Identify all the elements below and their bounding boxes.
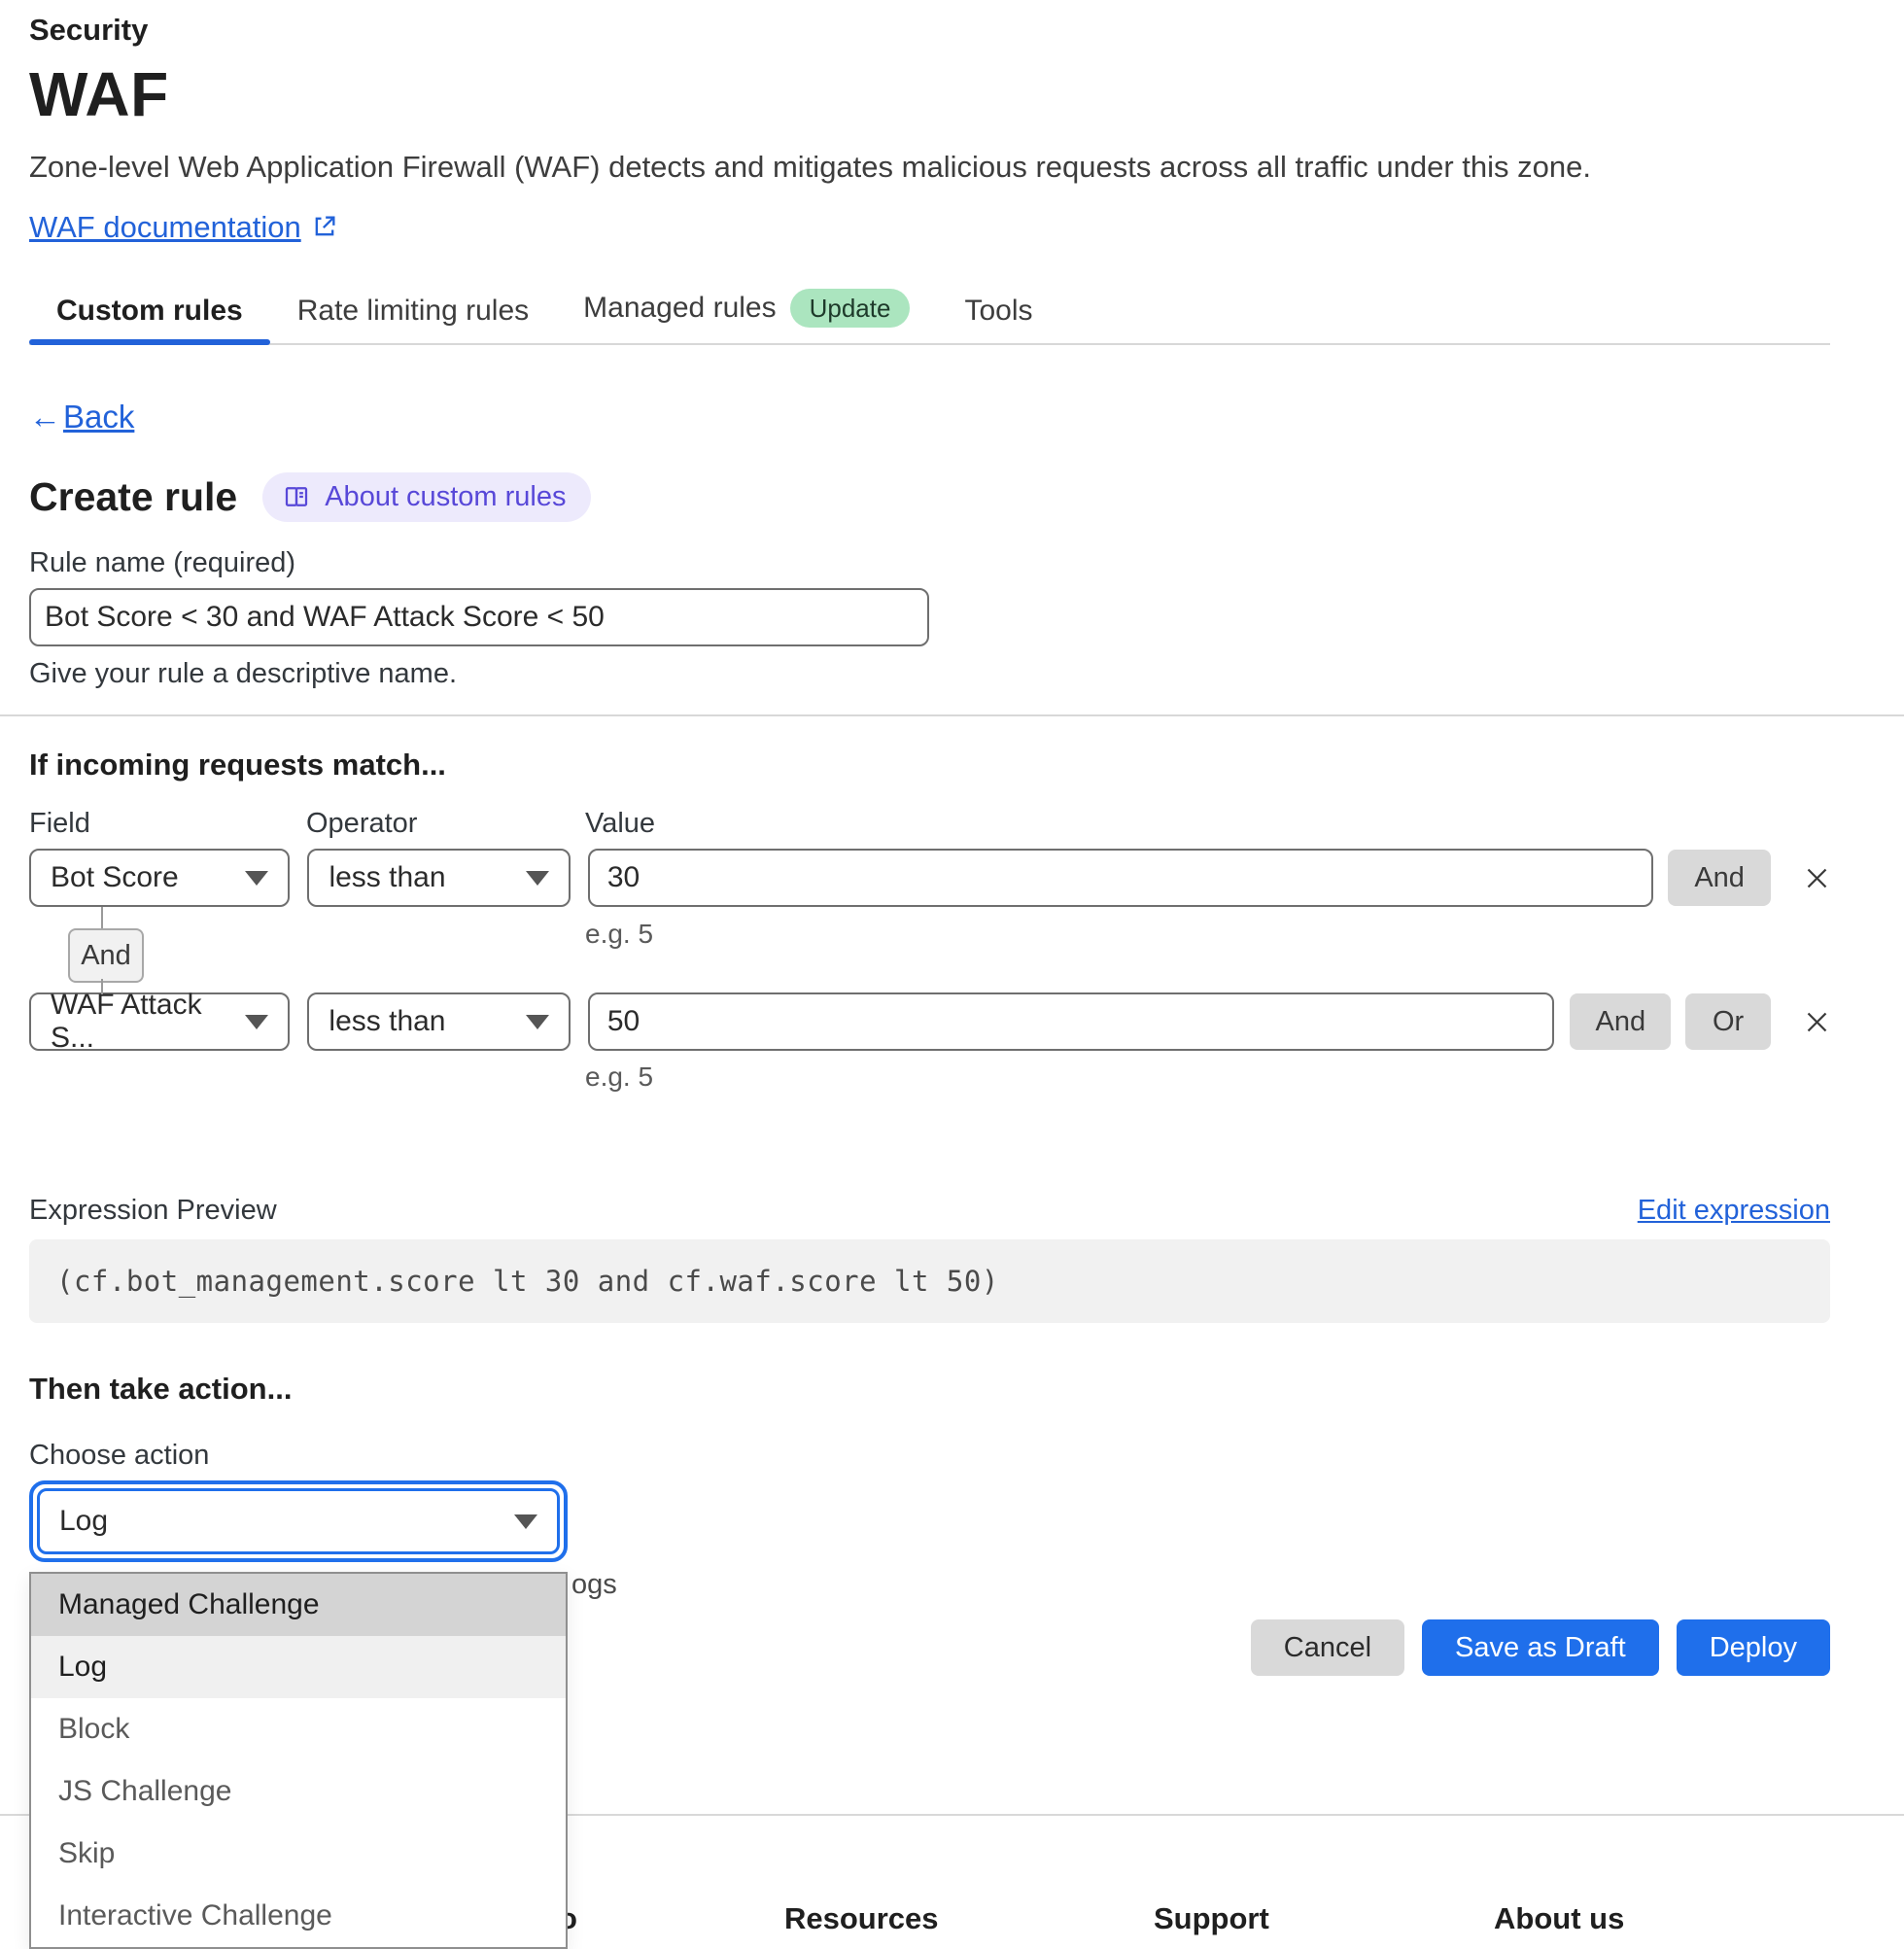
rule-name-input[interactable]: [29, 588, 929, 646]
action-options-listbox: Managed Challenge Log Block JS Challenge…: [29, 1572, 568, 1949]
form-actions: Cancel Save as Draft Deploy: [1250, 1619, 1830, 1676]
choose-action-select[interactable]: Log: [37, 1488, 560, 1554]
footer-heading-resources: Resources: [784, 1901, 939, 1935]
add-or-button-2[interactable]: Or: [1685, 993, 1771, 1050]
deploy-button[interactable]: Deploy: [1676, 1619, 1830, 1676]
back-link[interactable]: Back: [63, 399, 135, 435]
breadcrumb-security: Security: [29, 13, 149, 47]
tab-bar: Custom rules Rate limiting rules Managed…: [29, 283, 1830, 345]
connector-line-top: [101, 907, 103, 928]
rule-name-help: Give your rule a descriptive name.: [29, 658, 458, 689]
chevron-down-icon: [525, 1014, 549, 1029]
condition-row-2: WAF Attack S... less than And Or: [29, 989, 1830, 1054]
chevron-down-icon: [245, 870, 269, 886]
value-input-2[interactable]: [587, 992, 1555, 1051]
match-section-heading: If incoming requests match...: [29, 748, 446, 782]
tab-managed-rules[interactable]: Managed rules Update: [556, 283, 937, 343]
operator-column-label: Operator: [306, 808, 418, 839]
option-js-challenge[interactable]: JS Challenge: [58, 1775, 232, 1807]
page-description: Zone-level Web Application Firewall (WAF…: [29, 150, 1591, 184]
cancel-button[interactable]: Cancel: [1250, 1619, 1405, 1676]
tab-custom-rules[interactable]: Custom rules: [29, 289, 270, 345]
expression-preview-label: Expression Preview: [29, 1195, 277, 1226]
option-interactive-challenge[interactable]: Interactive Challenge: [58, 1899, 332, 1932]
rule-name-label: Rule name (required): [29, 547, 296, 578]
back-arrow-icon: ←: [29, 399, 61, 435]
chevron-down-icon: [514, 1514, 537, 1529]
option-skip[interactable]: Skip: [58, 1837, 116, 1869]
expression-code: (cf.bot_management.score lt 30 and cf.wa…: [56, 1265, 999, 1298]
value-hint-1: e.g. 5: [585, 919, 654, 949]
value-input-1[interactable]: [587, 849, 1654, 907]
about-custom-rules-badge[interactable]: About custom rules: [262, 471, 592, 522]
edit-expression-link[interactable]: Edit expression: [1637, 1195, 1830, 1226]
remove-condition-button-1[interactable]: [1804, 865, 1830, 891]
connector-line-bottom: [101, 979, 103, 994]
condition-row-1: Bot Score less than And: [29, 849, 1830, 907]
external-link-icon: [311, 213, 338, 256]
group-and-connector[interactable]: And: [68, 928, 144, 983]
footer-heading-support: Support: [1154, 1901, 1269, 1935]
add-and-button-2[interactable]: And: [1570, 993, 1672, 1050]
option-managed-challenge[interactable]: Managed Challenge: [31, 1574, 566, 1636]
add-and-button-1[interactable]: And: [1668, 850, 1771, 906]
option-log[interactable]: Log: [31, 1636, 566, 1698]
field-select-1[interactable]: Bot Score: [29, 849, 291, 907]
page-footer: o Resources Support About us: [0, 1814, 1904, 1942]
remove-condition-button-2[interactable]: [1804, 1009, 1830, 1035]
book-icon: [282, 482, 311, 511]
occluded-text-fragment: ogs: [571, 1569, 617, 1600]
value-hint-2: e.g. 5: [585, 1062, 654, 1092]
chevron-down-icon: [245, 1014, 269, 1029]
value-column-label: Value: [585, 808, 656, 839]
create-rule-heading: Create rule: [29, 474, 238, 519]
page-title: WAF: [29, 59, 169, 129]
update-badge: Update: [789, 289, 911, 328]
tab-rate-limiting-rules[interactable]: Rate limiting rules: [296, 295, 530, 327]
tab-tools[interactable]: Tools: [964, 295, 1033, 327]
action-select-focus-ring: Log: [29, 1480, 568, 1562]
waf-documentation-link[interactable]: WAF documentation: [29, 210, 301, 244]
option-block[interactable]: Block: [58, 1713, 130, 1745]
choose-action-label: Choose action: [29, 1440, 210, 1471]
field-select-2[interactable]: WAF Attack S...: [29, 989, 291, 1054]
section-divider: [0, 714, 1904, 716]
condition-connector-zone: And e.g. 5: [29, 907, 1830, 994]
footer-heading-about-us: About us: [1494, 1901, 1625, 1935]
operator-select-1[interactable]: less than: [307, 849, 571, 907]
field-column-label: Field: [29, 808, 90, 839]
chevron-down-icon: [525, 870, 549, 886]
operator-select-2[interactable]: less than: [307, 992, 571, 1051]
save-as-draft-button[interactable]: Save as Draft: [1422, 1619, 1659, 1676]
action-section-heading: Then take action...: [29, 1372, 293, 1406]
expression-preview-box: (cf.bot_management.score lt 30 and cf.wa…: [29, 1239, 1830, 1323]
